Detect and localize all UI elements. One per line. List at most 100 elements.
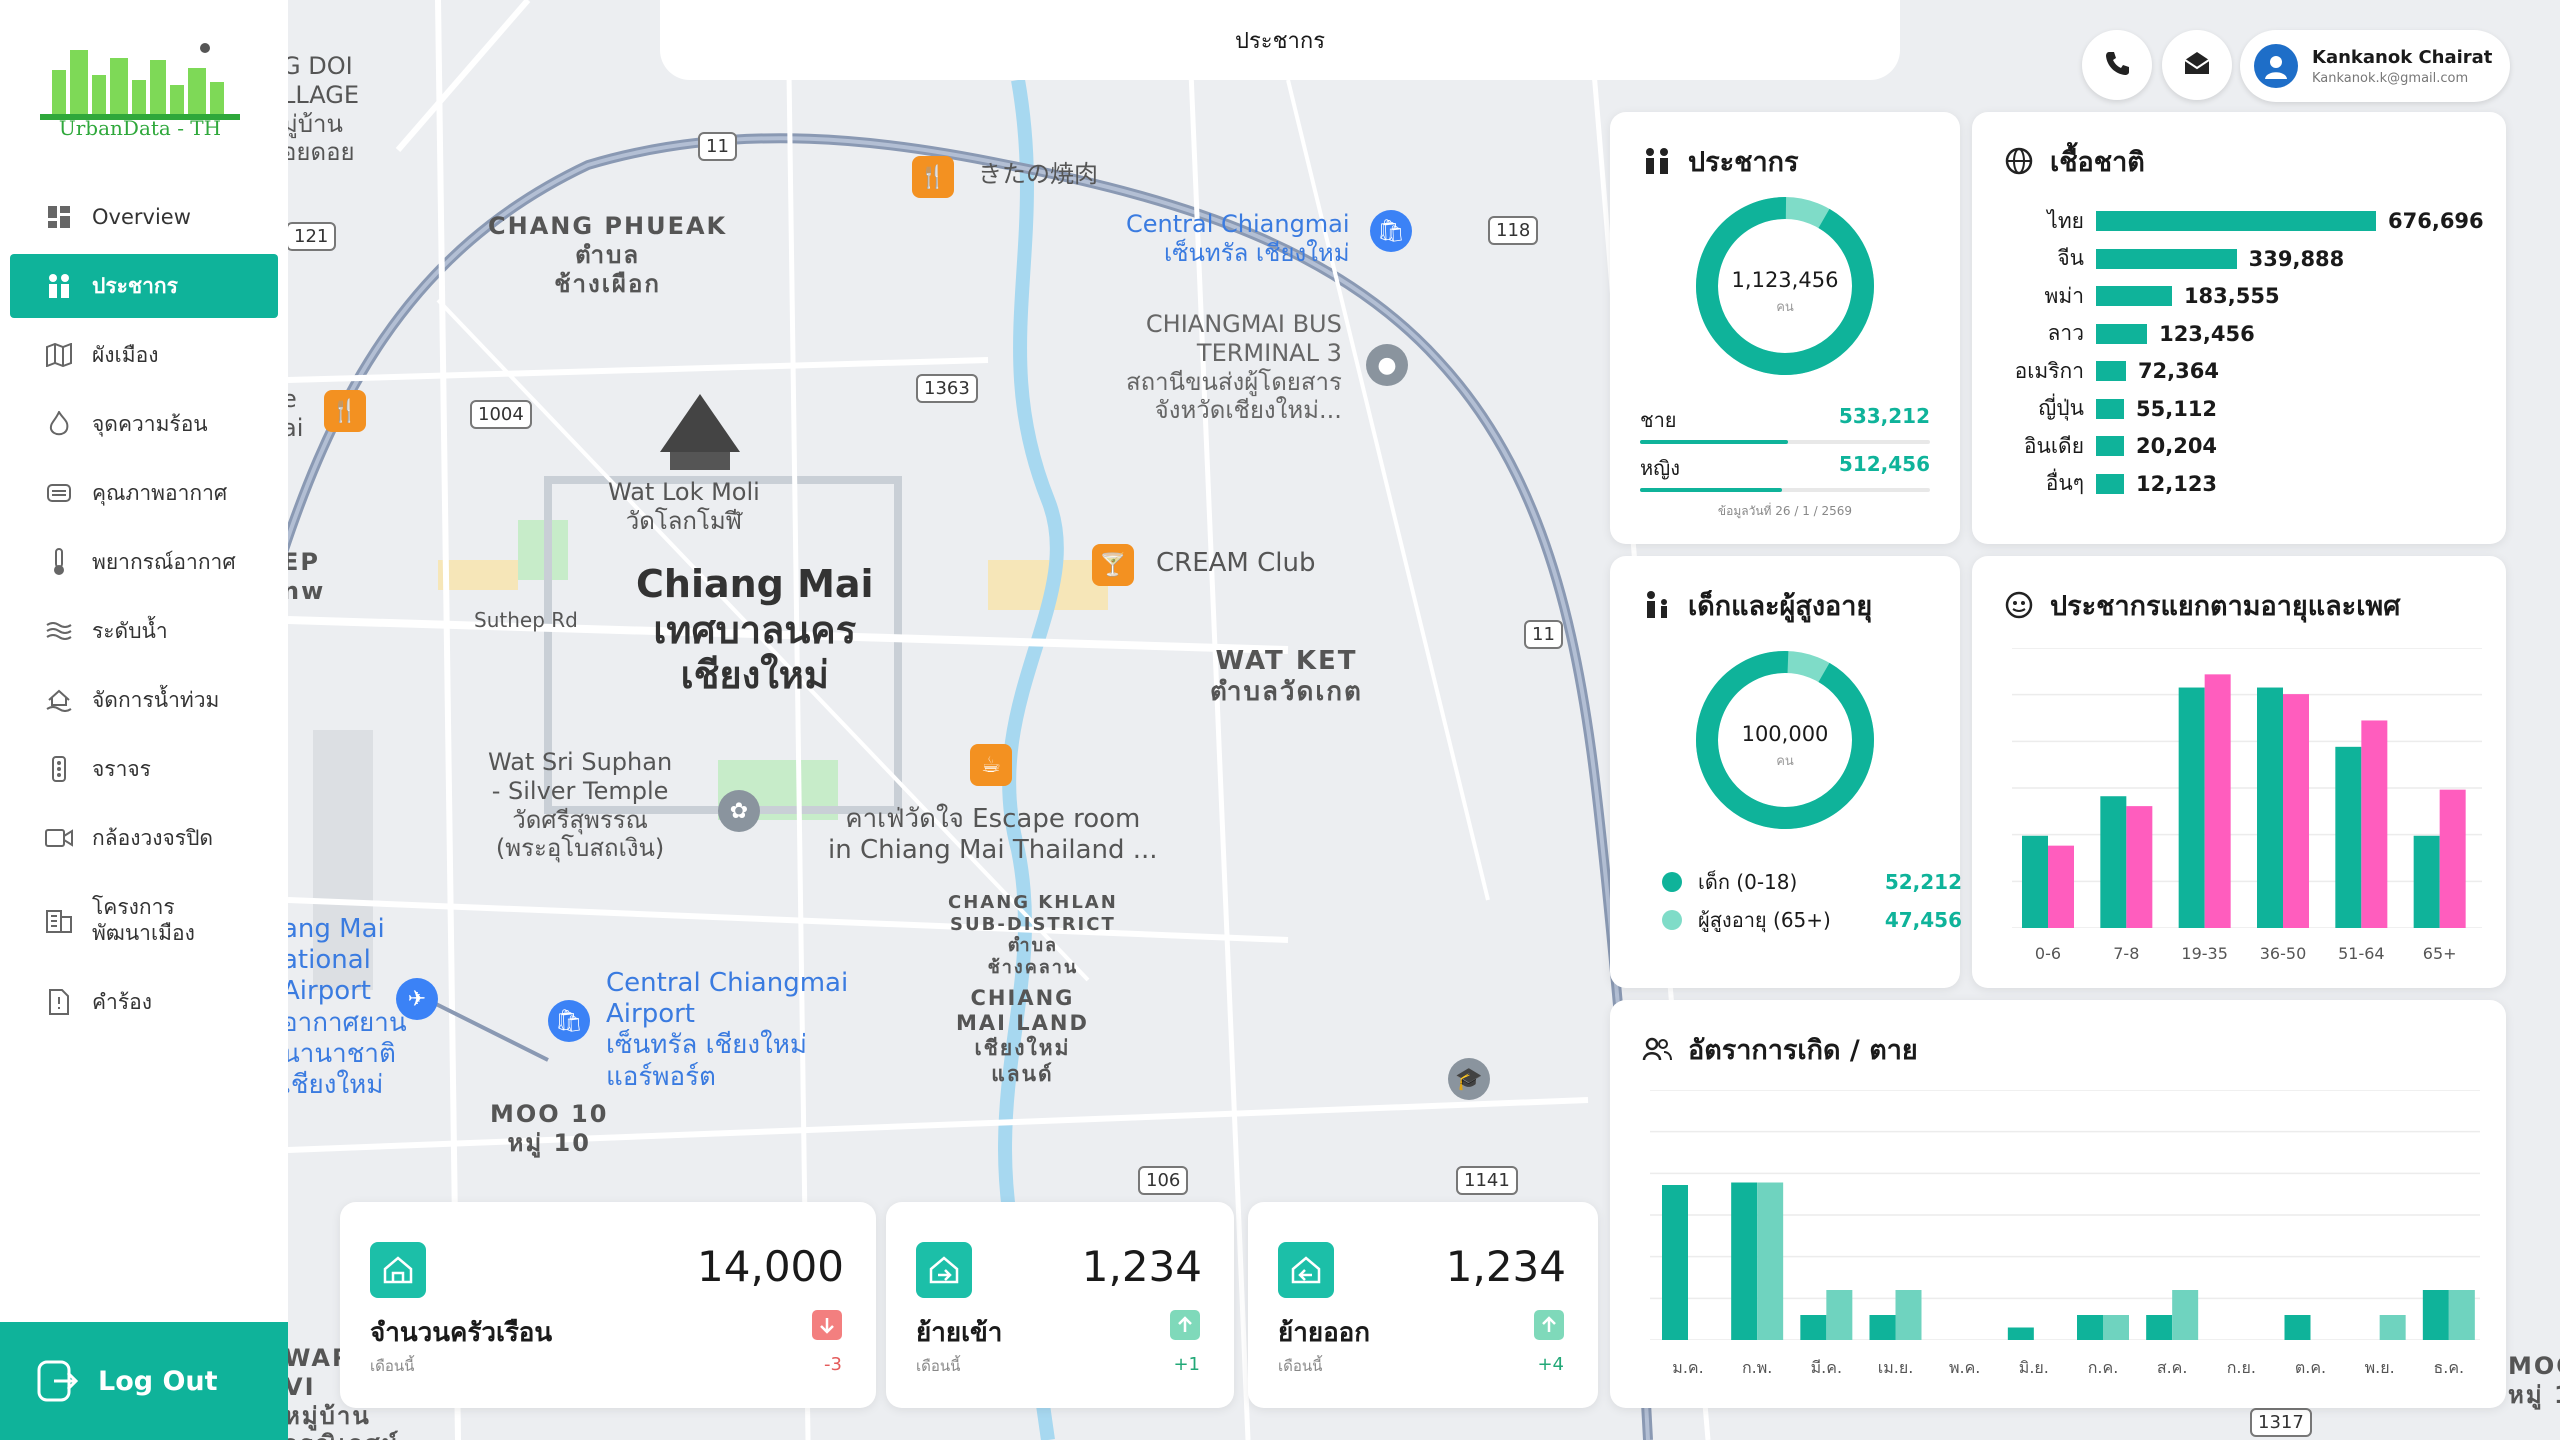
ethnicity-bar [2096,211,2376,231]
sidebar-item-traffic[interactable]: จราจร [10,737,278,801]
map-label-left-e: e ai [288,385,304,442]
map-label-suthep-rd: Suthep Rd [474,608,578,632]
building-icon [44,905,74,935]
bus-pin-icon[interactable]: ● [1366,344,1408,386]
x-tick-label: 51-64 [2338,944,2385,963]
chart-bar [1800,1315,1827,1340]
sidebar-item-air-quality[interactable]: คุณภาพอากาศ [10,461,278,525]
temple-pin-icon[interactable]: ✿ [718,790,760,832]
sidebar-item-population[interactable]: ประชากร [10,254,278,318]
user-profile[interactable]: Kankanok Chairat Kankanok.k@gmail.com [2240,30,2510,102]
airport-pin-icon[interactable]: ✈ [396,978,438,1020]
app-logo[interactable]: UrbanData - TH [40,30,240,150]
move-out-delta: +4 [1537,1354,1564,1375]
ethnicity-label: จีน [2057,246,2084,270]
map-label-central-airport[interactable]: Central Chiangmai Airport เซ็นทรัล เชียง… [606,968,849,1092]
x-tick-label: มี.ค. [1810,1358,1843,1377]
chart-bar [2335,746,2362,928]
age-title: เด็กและผู้สูงอายุ [1688,591,1873,622]
chart-bar [2172,1290,2199,1340]
chart-bar [1731,1182,1758,1340]
map-label-escape-room[interactable]: คาเฟ่วัดใจ Escape room in Chiang Mai Tha… [828,804,1158,866]
chart-bar [2100,796,2127,928]
chart-bar [2283,694,2309,928]
ethnicity-label: อเมริกา [2014,358,2084,383]
sidebar-item-overview[interactable]: Overview [10,185,278,249]
x-tick-label: พ.ย. [2364,1358,2395,1377]
school-pin-icon[interactable]: 🎓 [1448,1058,1490,1100]
city-skyline-icon [40,43,240,120]
sidebar-item-label: กล้องวงจรปิด [92,825,214,850]
people-group-icon [1642,1034,1674,1066]
sidebar-item-flood[interactable]: จัดการน้ำท่วม [10,668,278,732]
chart-bar [2379,1315,2406,1340]
app-logo-text: UrbanData - TH [58,116,222,140]
chart-bar [2126,806,2153,928]
sidebar: UrbanData - TH Overview ประชากร ผังเมือง… [0,0,288,1440]
map-label-wat-sri-suphan[interactable]: Wat Sri Suphan - Silver Temple วัดศรีสุพ… [488,748,673,863]
ethnicity-label: ไทย [2047,208,2084,233]
road-sign: 118 [1488,216,1539,245]
male-label: ชาย [1640,408,1677,432]
ethnicity-bar [2096,473,2124,494]
ethnicity-card: เชื้อชาติ ไทย 676,696 จีน 339,888 พม่า 183,55… [1972,112,2506,544]
x-tick-label: มิ.ย. [2018,1358,2049,1377]
air-icon [44,478,74,508]
map-label-chang-khlan: CHANG KHLAN SUB-DISTRICT ตำบล ช้างคลาน [948,892,1118,978]
restaurant-pin-icon[interactable]: 🍴 [912,156,954,198]
shopping-pin-icon[interactable]: 🛍 [1370,210,1412,252]
sidebar-item-label: คุณภาพอากาศ [92,480,228,505]
water-icon [44,616,74,646]
dashboard-icon [44,202,74,232]
sidebar-item-hotspot[interactable]: จุดความร้อน [10,392,278,456]
sidebar-item-label: โครงการ พัฒนาเมือง [92,894,195,945]
x-tick-label: ก.ย. [2226,1358,2256,1377]
sidebar-item-label: พยากรณ์อากาศ [92,549,236,574]
map-label-central-top[interactable]: Central Chiangmai เซ็นทรัล เชียงใหม่ [1126,210,1350,267]
family-icon [1642,590,1674,622]
cafe-pin-icon[interactable]: ☕ [970,744,1012,786]
search-bar[interactable]: ประชากร [660,0,1900,80]
male-row: ชาย 533,212 [1640,404,1930,444]
sidebar-item-city-plan[interactable]: ผังเมือง [10,323,278,387]
chart-bar [2422,1290,2449,1340]
mail-button[interactable] [2162,30,2232,100]
map-label-cream-club[interactable]: CREAM Club [1156,548,1316,578]
logout-button[interactable]: Log Out [0,1322,288,1440]
sidebar-item-requests[interactable]: คำร้อง [10,970,278,1034]
shopping-pin-icon[interactable]: 🛍 [548,1000,590,1042]
map-label-moo10: MOO 10 หมู่ 10 [490,1100,609,1157]
bar-pin-icon[interactable]: 🍸 [1092,544,1134,586]
phone-button[interactable] [2082,30,2152,100]
birth-death-title: อัตราการเกิด / ตาย [1688,1035,1918,1066]
age-gender-card: ประชากรแยกตามอายุและเพศ 0-6 7-8 19-35 36-50… [1972,556,2506,988]
sidebar-item-label: ประชากร [92,273,178,298]
move-in-card: 1,234 ย้ายเข้า เดือนนี้ +1 [886,1202,1234,1408]
map-label-chang-phueak: CHANG PHUEAK ตำบล ช้างเผือก [488,212,728,298]
households-sub: เดือนนี้ [370,1357,415,1375]
sidebar-item-city-development[interactable]: โครงการ พัฒนาเมือง [10,875,278,965]
cctv-icon [44,823,74,853]
ethnicity-row: พม่า 183,555 [2004,281,2280,311]
temple-landmark-icon[interactable] [650,392,750,472]
sidebar-nav: Overview ประชากร ผังเมือง จุดความร้อน คุ… [10,185,278,1039]
ethnicity-bar [2096,361,2126,381]
map-label-airport[interactable]: ang Mai ational Airport อากาศยาน นานาชาต… [288,914,407,1100]
ethnicity-label: อื่นๆ [2045,471,2084,495]
restaurant-pin-icon[interactable]: 🍴 [324,390,366,432]
map-label-wat-ket: WAT KET ตำบลวัดเกต [1210,646,1363,708]
sidebar-item-weather[interactable]: พยากรณ์อากาศ [10,530,278,594]
face-icon [2004,590,2036,622]
population-title: ประชากร [1688,147,1799,178]
map-label-bus-terminal[interactable]: CHIANGMAI BUS TERMINAL 3 สถานีขนส่งผู้โด… [1126,310,1342,425]
sidebar-item-cctv[interactable]: กล้องวงจรปิด [10,806,278,870]
sidebar-item-water-level[interactable]: ระดับน้ำ [10,599,278,663]
legend-children: เด็ก (0-18) 52,212 [1662,866,1962,898]
ethnicity-value: 676,696 [2388,209,2484,233]
card-title: ประชากรแยกตามอายุและเพศ [2004,584,2400,627]
legend-dot [1662,910,1682,930]
ethnicity-value: 339,888 [2248,246,2345,271]
move-in-sub: เดือนนี้ [916,1357,961,1375]
chart-bar [2077,1315,2103,1340]
map-label-wat-lok-moli[interactable]: Wat Lok Moli วัดโลกโมฬี [608,478,760,535]
